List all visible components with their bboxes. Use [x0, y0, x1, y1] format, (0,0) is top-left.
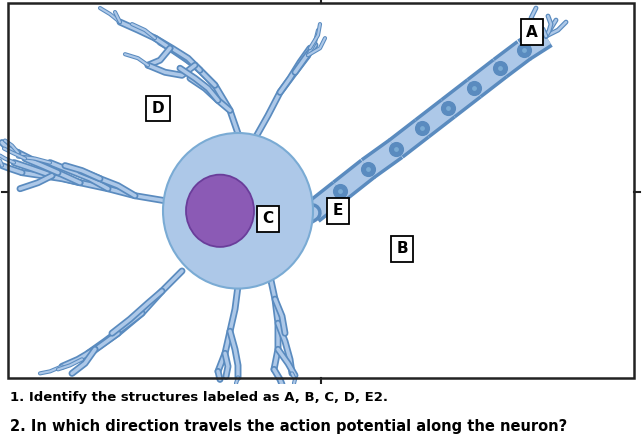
Ellipse shape — [163, 133, 313, 289]
Text: A: A — [526, 25, 538, 40]
Ellipse shape — [186, 175, 254, 247]
Text: E: E — [333, 203, 343, 218]
Text: B: B — [396, 241, 408, 257]
Text: 2. In which direction travels the action potential along the neuron?: 2. In which direction travels the action… — [10, 419, 567, 434]
Text: 1. Identify the structures labeled as A, B, C, D, E2.: 1. Identify the structures labeled as A,… — [10, 391, 388, 404]
Text: C: C — [262, 211, 273, 226]
Text: D: D — [152, 101, 165, 116]
